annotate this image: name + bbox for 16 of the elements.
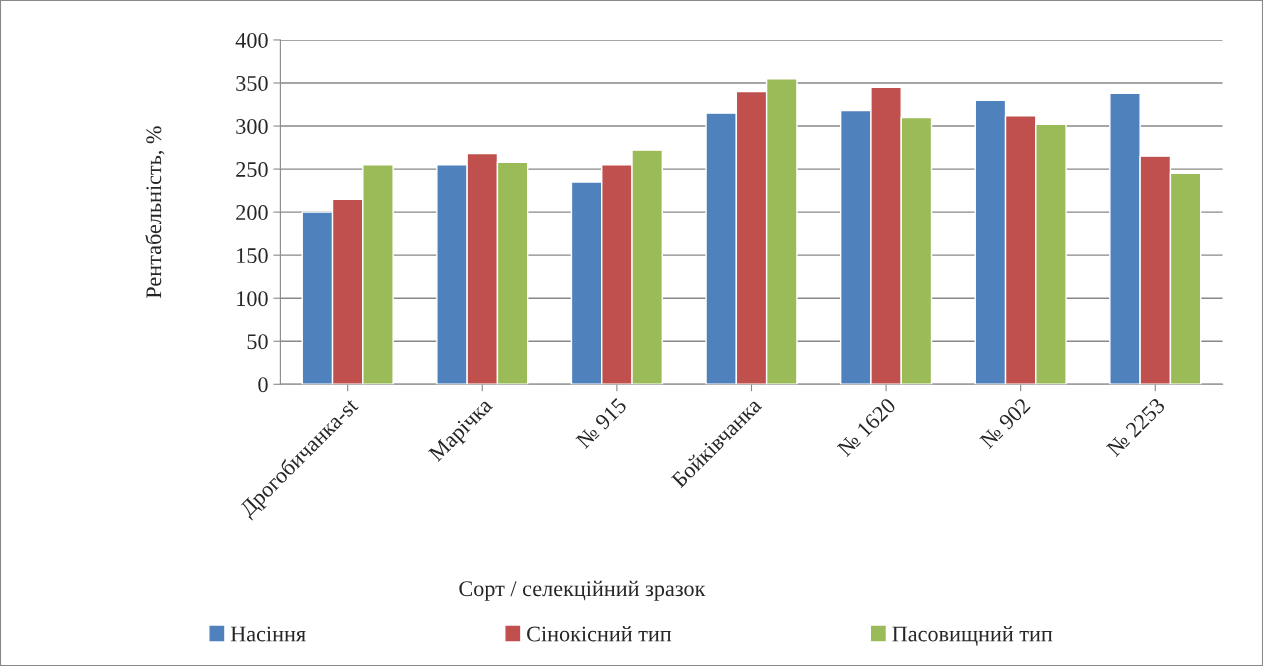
y-tick-label: 50 [247, 334, 268, 350]
legend-label: Сінокісний тип [527, 626, 672, 642]
x-axis-title: Сорт / селекційний зразок [459, 580, 706, 601]
y-tick-label: 100 [237, 291, 268, 307]
x-tick-label: № 902 [979, 397, 1031, 450]
y-tick-label: 400 [235, 32, 268, 48]
y-axis-title: Рентабельність, % [145, 126, 165, 299]
y-tick-label: 200 [236, 205, 268, 221]
y-tick-label: 150 [237, 248, 268, 264]
legend-label: Пасовищний тип [892, 626, 1053, 646]
y-tick-label: 350 [236, 75, 268, 91]
y-tick-label: 0 [258, 377, 268, 393]
y-tick-label: 250 [236, 162, 268, 178]
legend-label: Насіння [230, 626, 306, 642]
y-tick-label: 300 [236, 118, 268, 134]
x-tick-label: № 915 [575, 397, 628, 450]
